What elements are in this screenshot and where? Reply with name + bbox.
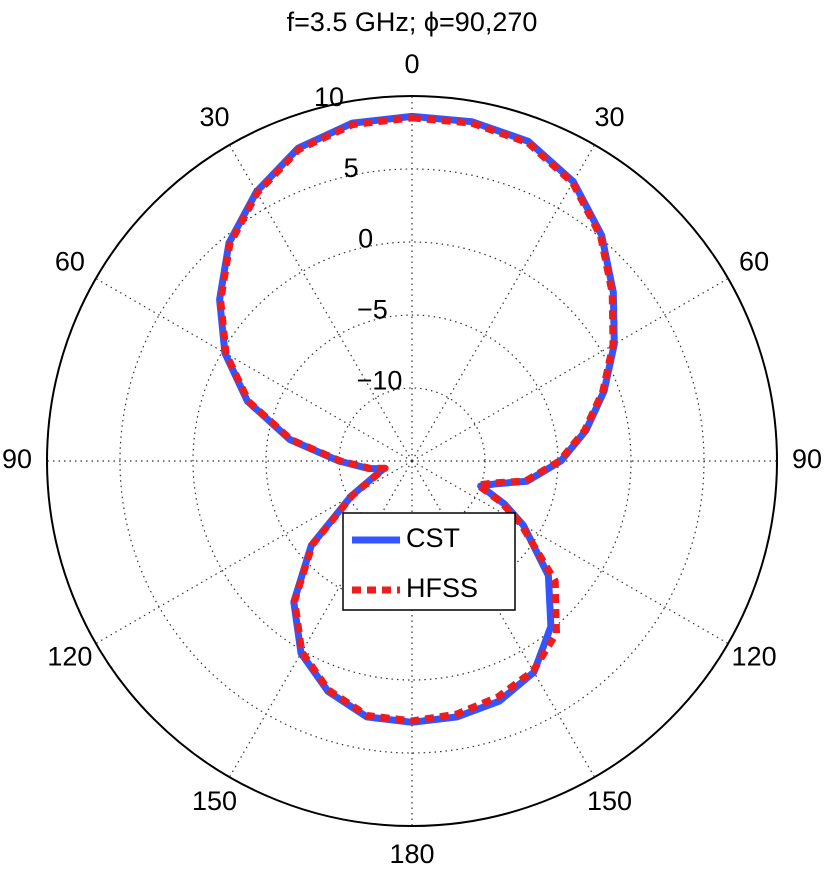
chart-title: f=3.5 GHz; ϕ=90,270 <box>287 7 538 37</box>
angle-label: 150 <box>587 786 632 816</box>
angle-label: 120 <box>47 642 92 672</box>
spoke <box>411 277 729 462</box>
spoke <box>411 144 596 462</box>
legend-label: HFSS <box>406 573 478 603</box>
spoke <box>411 460 729 645</box>
angle-label: 30 <box>594 102 624 132</box>
angle-label: 90 <box>792 444 822 474</box>
grid-circle <box>192 241 632 681</box>
r-tick-label: −5 <box>357 295 388 325</box>
r-tick-label: 5 <box>344 153 359 183</box>
angle-label: 30 <box>199 102 229 132</box>
spoke <box>228 460 413 778</box>
angle-label: 150 <box>192 786 237 816</box>
spoke <box>95 277 413 462</box>
legend-label: CST <box>406 523 460 553</box>
spoke <box>228 144 413 462</box>
series-line <box>217 114 617 725</box>
angle-label: 90 <box>2 444 32 474</box>
outer-circle <box>46 95 778 827</box>
angle-label: 120 <box>732 642 777 672</box>
r-tick-label: 10 <box>314 82 344 112</box>
angle-label: 60 <box>739 247 769 277</box>
angle-label: 0 <box>404 49 419 79</box>
angle-label: 180 <box>389 839 434 869</box>
legend-box <box>342 512 516 611</box>
r-tick-label: 0 <box>358 224 373 254</box>
angle-label: 60 <box>55 247 85 277</box>
r-tick-label: −10 <box>357 365 403 395</box>
